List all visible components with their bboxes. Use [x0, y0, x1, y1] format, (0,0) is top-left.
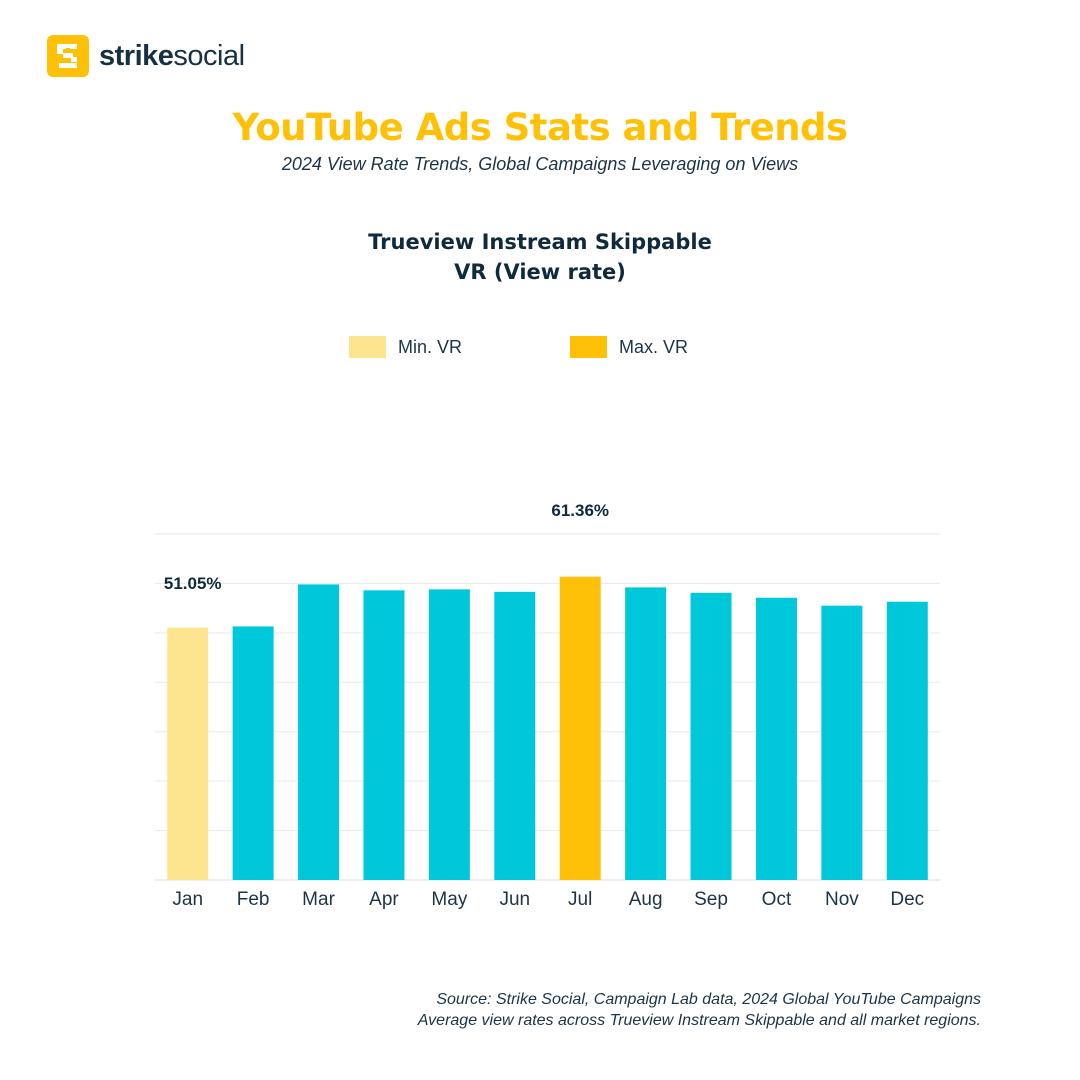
brand-logo: strikesocial	[47, 35, 245, 77]
x-tick-label: Aug	[629, 889, 663, 910]
page-subtitle: 2024 View Rate Trends, Global Campaigns …	[281, 154, 799, 174]
bar-apr	[363, 590, 405, 880]
data-label-jan: 51.05%	[164, 574, 222, 593]
page-title: YouTube Ads Stats and Trends	[232, 106, 848, 149]
bar-oct	[755, 597, 797, 880]
data-label-jul: 61.36%	[551, 501, 609, 520]
x-tick-label: Jun	[499, 889, 530, 910]
chart-legend: Min. VR Max. VR	[349, 336, 688, 358]
x-tick-label: Oct	[762, 889, 792, 910]
brand-name-bold: strike	[99, 39, 174, 72]
chart-title: Trueview Instream Skippable VR (View rat…	[0, 227, 1080, 287]
x-tick-label: Sep	[694, 889, 728, 910]
x-tick-label: Mar	[302, 889, 335, 910]
legend-item-min: Min. VR	[349, 336, 462, 358]
bar-mar	[298, 584, 340, 880]
bar-jun	[494, 591, 536, 880]
bar-dec	[886, 601, 928, 880]
source-line-2: Average view rates across Trueview Instr…	[417, 1012, 981, 1029]
legend-label-max: Max. VR	[619, 336, 689, 357]
brand-name-regular: social	[173, 39, 245, 72]
x-tick-label: Apr	[369, 889, 399, 910]
bar-sep	[690, 592, 732, 880]
legend-swatch-max	[570, 336, 608, 358]
x-tick-label: Jan	[172, 889, 203, 910]
x-tick-label: Nov	[825, 889, 859, 910]
x-tick-label: Jul	[568, 889, 592, 910]
x-tick-label: Dec	[890, 889, 924, 910]
chart-title-line1: Trueview Instream Skippable	[368, 230, 712, 254]
legend-label-min: Min. VR	[398, 336, 463, 357]
source-note: Source: Strike Social, Campaign Lab data…	[418, 989, 981, 1031]
bar-aug	[625, 587, 667, 880]
bar-jul	[559, 576, 601, 880]
chart-title-line2: VR (View rate)	[454, 260, 626, 284]
brand-name: strikesocial	[99, 40, 245, 73]
legend-swatch-min	[349, 336, 386, 358]
bar-nov	[821, 605, 863, 880]
bar-may	[428, 589, 470, 880]
x-tick-label: Feb	[237, 889, 270, 910]
bar-jan	[167, 627, 209, 880]
source-line-1: Source: Strike Social, Campaign Lab data…	[436, 991, 981, 1008]
x-tick-label: May	[431, 889, 467, 910]
legend-item-max: Max. VR	[570, 336, 688, 358]
strike-social-logo-icon	[47, 35, 89, 77]
bar-feb	[232, 626, 274, 880]
